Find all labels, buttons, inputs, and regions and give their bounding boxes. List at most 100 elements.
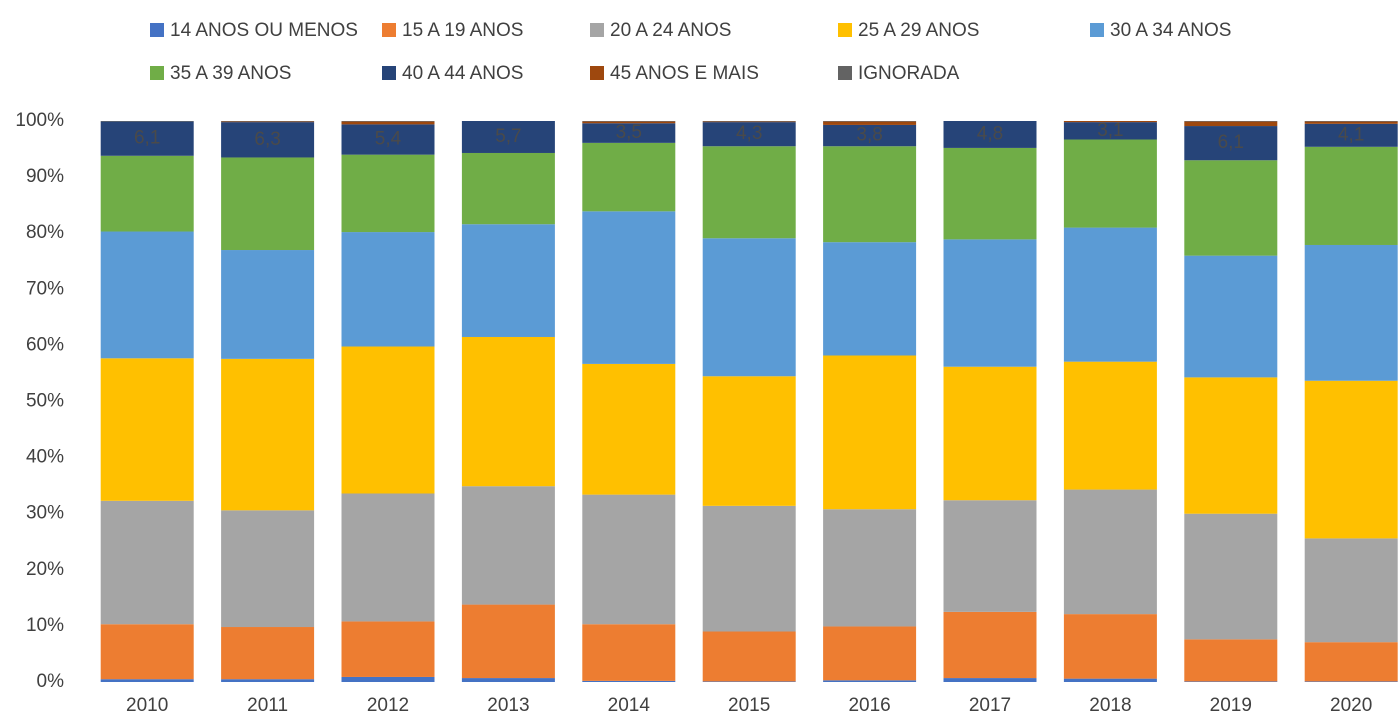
legend-swatch (590, 66, 604, 80)
data-label: 3,1 (1097, 120, 1123, 141)
x-tick-label: 2015 (728, 695, 770, 716)
bar-segment (1184, 121, 1278, 127)
bar-segment (582, 121, 676, 124)
legend-label: 20 A 24 ANOS (610, 20, 731, 41)
bar-segment (582, 680, 676, 682)
bar-segment (341, 676, 435, 682)
bar-segment (221, 679, 315, 682)
x-tick-label: 2012 (367, 695, 409, 716)
legend-label: 40 A 44 ANOS (402, 63, 523, 84)
bar-segment (1304, 538, 1398, 643)
y-tick-label: 20% (26, 559, 64, 580)
bar-segment (100, 679, 194, 682)
bar-segment (221, 627, 315, 680)
x-tick-label: 2014 (608, 695, 651, 716)
x-tick-label: 2017 (969, 695, 1011, 716)
bar-segment (221, 157, 315, 251)
bar-segment (702, 122, 796, 147)
bar-segment (702, 631, 796, 682)
bar-segment (702, 505, 796, 632)
bar-segment (1304, 380, 1398, 539)
bar-segment (341, 621, 435, 677)
legend-swatch (590, 23, 604, 37)
bar-segment (823, 146, 917, 243)
bar-segment (221, 250, 315, 359)
bar-segment (1063, 489, 1157, 615)
bar-segment (1063, 361, 1157, 490)
bar-segment (461, 486, 555, 605)
bar-segment (702, 146, 796, 239)
bar-segment (221, 358, 315, 511)
bar-segment (823, 121, 917, 122)
bar-segment (823, 242, 917, 356)
bar-segment (943, 121, 1037, 148)
bar-segment (461, 336, 555, 487)
bar-segment (582, 494, 676, 625)
bar-segment (943, 147, 1037, 240)
data-label: 6,3 (254, 129, 280, 150)
bar-segment (1184, 513, 1278, 640)
bar-segment (461, 678, 555, 682)
bar-segment (943, 500, 1037, 612)
bar-segment (1304, 244, 1398, 381)
bar-segment (1304, 121, 1398, 124)
legend-label: 14 ANOS OU MENOS (170, 20, 358, 41)
bar-segment (221, 122, 315, 158)
legend-label: IGNORADA (858, 63, 960, 84)
bar-segment (943, 366, 1037, 501)
bar-segment (461, 604, 555, 679)
bar-segment (1304, 123, 1398, 147)
bar-segment (1063, 121, 1157, 123)
bar-segment (702, 376, 796, 506)
legend-label: 30 A 34 ANOS (1110, 20, 1231, 41)
legend-swatch (150, 23, 164, 37)
bar-segment (221, 121, 315, 123)
bar-segment (702, 121, 796, 122)
bar-segment (341, 121, 435, 125)
data-label: 6,1 (1218, 132, 1244, 153)
bar-segment (100, 624, 194, 680)
bar-segment (1184, 377, 1278, 514)
bar-segment (341, 124, 435, 155)
data-label: 3,8 (856, 125, 882, 146)
bar-segment (943, 678, 1037, 682)
legend-swatch (150, 66, 164, 80)
legend-label: 15 A 19 ANOS (402, 20, 523, 41)
bar-segment (1304, 681, 1398, 682)
bar-segment (1063, 122, 1157, 140)
y-tick-label: 40% (26, 447, 64, 468)
bar-segment (823, 626, 917, 681)
x-tick-label: 2016 (848, 695, 890, 716)
x-tick-label: 2011 (247, 695, 288, 716)
bar-segment (1184, 126, 1278, 161)
bar-segment (461, 224, 555, 337)
legend-swatch (382, 66, 396, 80)
legend-swatch (838, 23, 852, 37)
bar-segment (341, 121, 435, 122)
data-label: 6,1 (134, 128, 160, 149)
bar-segment (582, 123, 676, 143)
data-label: 4,1 (1338, 124, 1364, 145)
bar-segment (1063, 614, 1157, 679)
bar-segment (582, 121, 676, 122)
x-tick-label: 2020 (1330, 695, 1372, 716)
bar-segment (100, 358, 194, 501)
y-tick-label: 80% (26, 222, 64, 243)
legend-swatch (1090, 23, 1104, 37)
y-tick-label: 70% (26, 278, 64, 299)
x-tick-label: 2018 (1089, 695, 1131, 716)
data-label: 4,3 (736, 123, 762, 144)
bar-segment (1063, 678, 1157, 682)
y-tick-label: 50% (26, 391, 64, 412)
bar-segment (1304, 642, 1398, 682)
bar-segment (823, 121, 917, 125)
legend-label: 25 A 29 ANOS (858, 20, 979, 41)
legend-swatch (382, 23, 396, 37)
bar-segment (100, 155, 194, 232)
y-tick-label: 10% (26, 615, 64, 636)
y-tick-label: 30% (26, 503, 64, 524)
y-tick-label: 100% (15, 110, 64, 131)
bar-segment (1184, 255, 1278, 378)
bar-segment (1063, 139, 1157, 228)
